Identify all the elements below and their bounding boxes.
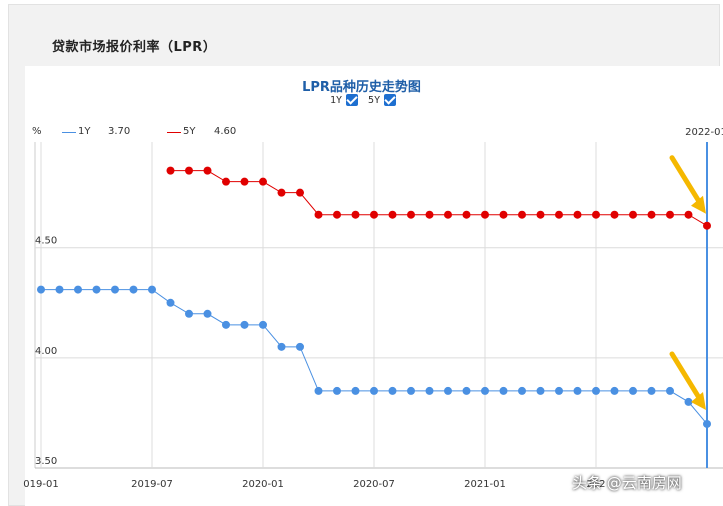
data-point-5y: [370, 210, 378, 219]
data-point-5y: [222, 177, 230, 186]
data-point-5y: [259, 177, 267, 186]
data-point-1y: [203, 309, 212, 318]
data-point-1y: [74, 285, 82, 294]
data-point-1y: [259, 320, 267, 329]
data-point-1y: [166, 298, 175, 307]
x-tick-label: 2019-07: [131, 479, 173, 490]
data-point-1y: [37, 285, 45, 294]
data-point-1y: [296, 342, 304, 351]
watermark: 头条 @云南房网: [572, 474, 682, 492]
data-point-1y: [610, 386, 619, 395]
data-point-1y: [55, 285, 64, 294]
series-line-5y: [170, 170, 708, 227]
data-point-1y: [481, 386, 489, 395]
data-point-5y: [684, 210, 693, 219]
data-point-5y: [518, 210, 526, 219]
data-point-1y: [703, 419, 711, 428]
data-point-5y: [666, 210, 674, 219]
legend-5y-name: 5Y: [183, 126, 196, 137]
data-point-1y: [684, 397, 693, 406]
data-point-5y: [610, 210, 619, 219]
data-point-1y: [240, 320, 249, 329]
data-point-5y: [499, 210, 508, 219]
legend-1y-value: 3.70: [108, 126, 131, 137]
data-point-5y: [314, 210, 323, 219]
y-tick-label: 4.50: [35, 236, 57, 247]
data-point-5y: [296, 188, 304, 197]
chart-card: [25, 66, 720, 506]
toggle-1y-checkbox[interactable]: [346, 94, 359, 106]
data-point-1y: [407, 386, 415, 395]
data-point-5y: [555, 210, 563, 219]
data-point-1y: [314, 386, 323, 395]
data-point-1y: [388, 386, 397, 395]
data-point-1y: [592, 386, 600, 395]
data-point-1y: [222, 320, 230, 329]
data-point-1y: [555, 386, 563, 395]
toggle-5y-checkbox[interactable]: [384, 94, 397, 106]
cursor-line: [706, 142, 708, 468]
data-point-5y: [462, 210, 471, 219]
data-point-1y: [92, 285, 101, 294]
highlight-arrow-1y: [669, 351, 706, 410]
legend-5y-swatch: [167, 132, 181, 133]
data-point-5y: [592, 210, 600, 219]
data-point-1y: [629, 386, 637, 395]
data-point-5y: [647, 210, 656, 219]
data-point-5y: [703, 221, 711, 230]
toggle-5y-label: 5Y: [368, 94, 381, 106]
data-point-5y: [351, 210, 360, 219]
x-tick-label: 019-01: [23, 479, 58, 490]
data-point-1y: [647, 386, 656, 395]
data-point-1y: [277, 342, 286, 351]
data-point-1y: [499, 386, 508, 395]
data-point-1y: [666, 386, 674, 395]
data-point-1y: [462, 386, 471, 395]
data-point-5y: [573, 210, 582, 219]
toggle-1y-label: 1Y: [330, 94, 343, 106]
x-tick-label: 2020-07: [353, 479, 395, 490]
data-point-1y: [370, 386, 378, 395]
data-point-5y: [166, 166, 175, 175]
y-unit-label: %: [32, 126, 42, 137]
data-point-1y: [518, 386, 526, 395]
data-point-5y: [629, 210, 637, 219]
cursor-date-label: 2022-01: [685, 127, 723, 138]
data-point-5y: [240, 177, 249, 186]
data-point-1y: [111, 285, 119, 294]
data-point-5y: [407, 210, 415, 219]
data-point-5y: [425, 210, 434, 219]
data-point-5y: [203, 166, 212, 175]
series-toggles: 1Y 5Y: [330, 94, 402, 106]
chart-title: LPR品种历史走势图: [302, 80, 421, 95]
legend-5y-value: 4.60: [214, 126, 237, 137]
data-point-1y: [444, 386, 452, 395]
x-tick-label: 202: [586, 479, 605, 490]
data-point-5y: [481, 210, 489, 219]
data-point-1y: [148, 285, 156, 294]
data-point-5y: [185, 166, 193, 175]
data-point-1y: [185, 309, 193, 318]
data-point-1y: [536, 386, 545, 395]
data-point-1y: [425, 386, 434, 395]
y-tick-label: 4.00: [35, 346, 57, 357]
x-tick-label: 2020-01: [242, 479, 284, 490]
data-point-5y: [536, 210, 545, 219]
data-point-5y: [388, 210, 397, 219]
highlight-arrow-5y: [669, 155, 706, 214]
legend-1y-name: 1Y: [78, 126, 91, 137]
section-title: 贷款市场报价利率（LPR）: [52, 40, 217, 55]
data-point-1y: [129, 285, 138, 294]
data-point-5y: [277, 188, 286, 197]
data-point-1y: [351, 386, 360, 395]
data-point-5y: [333, 210, 341, 219]
legend-1y-swatch: [62, 132, 76, 133]
data-point-1y: [333, 386, 341, 395]
data-point-1y: [573, 386, 582, 395]
y-tick-label: 3.50: [35, 456, 57, 467]
x-tick-label: 2021-01: [464, 479, 506, 490]
data-point-5y: [444, 210, 452, 219]
